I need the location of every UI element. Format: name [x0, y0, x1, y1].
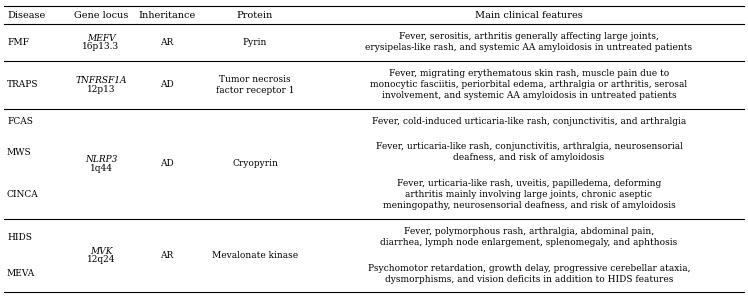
Text: 12q24: 12q24: [87, 255, 115, 264]
Text: Mevalonate kinase: Mevalonate kinase: [212, 251, 298, 260]
Text: Psychomotor retardation, growth delay, progressive cerebellar ataxia,
dysmorphis: Psychomotor retardation, growth delay, p…: [368, 264, 690, 284]
Text: Disease: Disease: [7, 10, 45, 20]
Text: Fever, urticaria-like rash, uveitis, papilledema, deforming
arthritis mainly inv: Fever, urticaria-like rash, uveitis, pap…: [383, 179, 675, 210]
Text: Pyrin: Pyrin: [243, 38, 267, 47]
Text: TNFRSF1A: TNFRSF1A: [76, 76, 126, 85]
Text: Protein: Protein: [237, 10, 273, 20]
Text: AR: AR: [160, 251, 174, 260]
Text: FMF: FMF: [7, 38, 29, 47]
Text: HIDS: HIDS: [7, 233, 32, 242]
Text: Fever, polymorphous rash, arthralgia, abdominal pain,
diarrhea, lymph node enlar: Fever, polymorphous rash, arthralgia, ab…: [381, 227, 678, 247]
Text: 12p13: 12p13: [87, 85, 115, 94]
Text: 16p13.3: 16p13.3: [82, 42, 120, 51]
Text: Fever, cold-induced urticaria-like rash, conjunctivitis, and arthralgia: Fever, cold-induced urticaria-like rash,…: [372, 117, 686, 126]
Text: Inheritance: Inheritance: [138, 10, 196, 20]
Text: Main clinical features: Main clinical features: [475, 10, 583, 20]
Text: AR: AR: [160, 38, 174, 47]
Text: NLRP3: NLRP3: [85, 155, 117, 164]
Text: 1q44: 1q44: [90, 164, 112, 173]
Text: AD: AD: [160, 80, 174, 89]
Text: Fever, urticaria-like rash, conjunctivitis, arthralgia, neurosensorial
deafness,: Fever, urticaria-like rash, conjunctivit…: [375, 142, 682, 162]
Text: MEFV: MEFV: [87, 34, 115, 43]
Text: Fever, serositis, arthritis generally affecting large joints,
erysipelas-like ra: Fever, serositis, arthritis generally af…: [366, 33, 693, 52]
Text: Cryopyrin: Cryopyrin: [232, 159, 278, 168]
Text: Tumor necrosis
factor receptor 1: Tumor necrosis factor receptor 1: [215, 75, 294, 95]
Text: Gene locus: Gene locus: [74, 10, 128, 20]
Text: AD: AD: [160, 159, 174, 168]
Text: MVK: MVK: [90, 247, 112, 256]
Text: MEVA: MEVA: [7, 269, 35, 278]
Text: CINCA: CINCA: [7, 190, 39, 199]
Text: Fever, migrating erythematous skin rash, muscle pain due to
monocytic fasciitis,: Fever, migrating erythematous skin rash,…: [370, 70, 687, 100]
Text: TRAPS: TRAPS: [7, 80, 38, 89]
Text: MWS: MWS: [7, 148, 31, 157]
Text: FCAS: FCAS: [7, 117, 33, 126]
